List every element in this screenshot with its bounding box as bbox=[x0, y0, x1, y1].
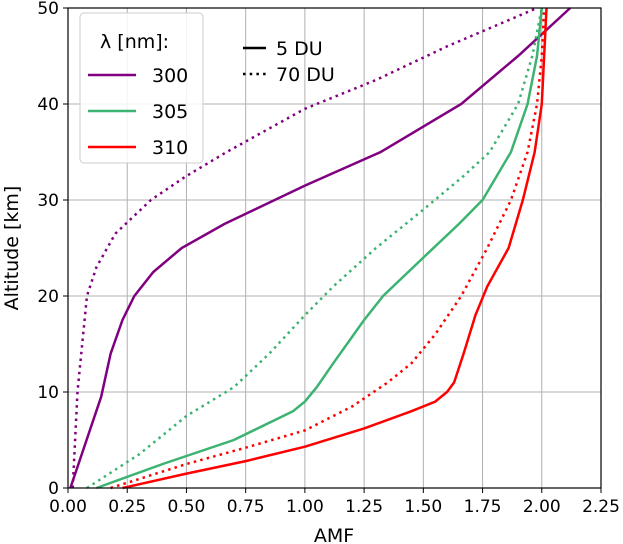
x-tick-label: 0.75 bbox=[227, 497, 265, 517]
ticks: 0.00 0.25 0.50 0.75 1.00 1.25 1.50 1.75 2.00 2.25… bbox=[37, 0, 620, 517]
y-axis-label: Altitude [km] bbox=[1, 186, 23, 311]
legend-box bbox=[79, 12, 204, 164]
series-line-2 bbox=[96, 7, 544, 490]
x-tick-label: 2.00 bbox=[523, 497, 561, 517]
series-line-0 bbox=[69, 7, 572, 489]
x-tick-label: 1.25 bbox=[345, 497, 383, 517]
legend-label: 305 bbox=[152, 101, 188, 123]
y-tick-label: 20 bbox=[37, 287, 59, 307]
y-tick-label: 0 bbox=[48, 479, 59, 499]
x-tick-label: 1.50 bbox=[404, 497, 442, 517]
legend-label: 5 DU bbox=[276, 38, 323, 60]
y-tick-label: 30 bbox=[37, 191, 59, 211]
legend-wavelength: λ [nm]: 300 305 310 bbox=[79, 12, 204, 164]
x-tick-label: 0.50 bbox=[168, 497, 206, 517]
x-axis-label: AMF bbox=[314, 525, 354, 544]
y-tick-label: 40 bbox=[37, 95, 59, 115]
legend-label: 300 bbox=[152, 65, 188, 87]
y-tick-label: 10 bbox=[37, 383, 59, 403]
series-line-1 bbox=[71, 6, 538, 489]
x-tick-label: 0.00 bbox=[49, 497, 87, 517]
series-line-5 bbox=[110, 7, 546, 490]
series-lines bbox=[69, 6, 572, 490]
legend-title: λ [nm]: bbox=[100, 31, 169, 53]
x-tick-label: 1.00 bbox=[286, 497, 324, 517]
x-tick-label: 2.25 bbox=[582, 497, 620, 517]
legend-label: 70 DU bbox=[276, 64, 335, 86]
series-line-4 bbox=[122, 7, 548, 490]
x-tick-label: 0.25 bbox=[108, 497, 146, 517]
y-tick-label: 50 bbox=[37, 0, 59, 19]
legend-ozone: 5 DU 70 DU bbox=[243, 38, 335, 86]
plot-frame bbox=[67, 7, 602, 489]
series-line-3 bbox=[86, 7, 544, 490]
legend-label: 310 bbox=[152, 137, 188, 159]
x-tick-label: 1.75 bbox=[464, 497, 502, 517]
